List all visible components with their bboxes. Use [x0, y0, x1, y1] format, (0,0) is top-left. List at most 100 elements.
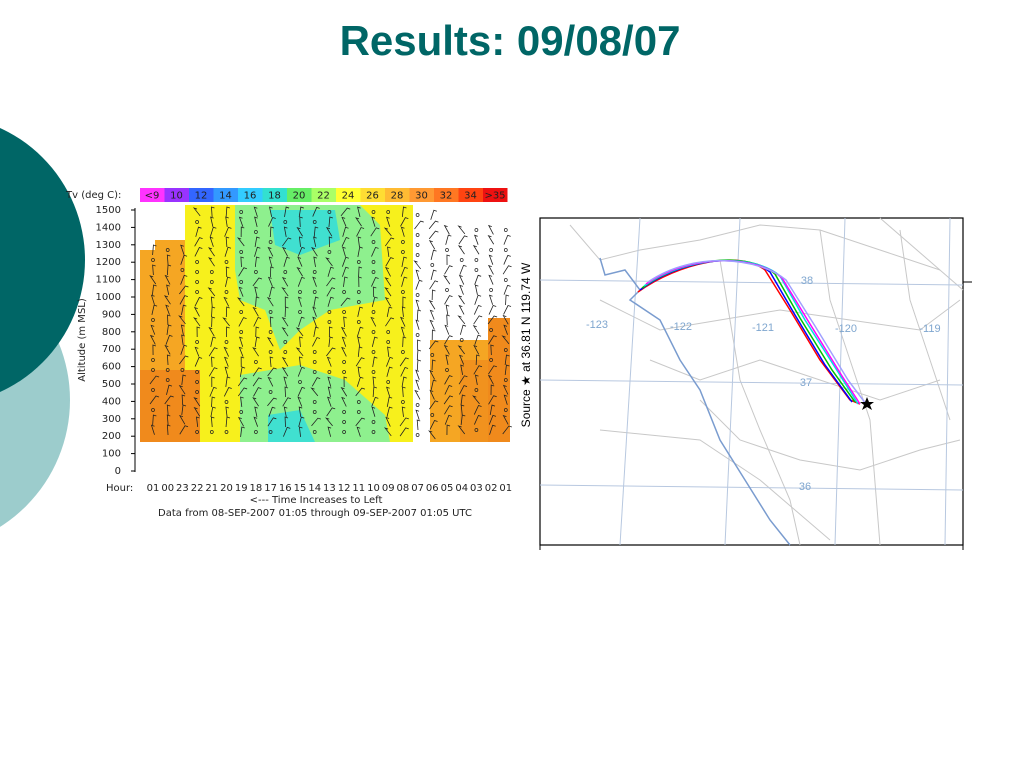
wind-barb: [211, 356, 215, 368]
wind-calm: [356, 260, 361, 264]
wind-barb: [443, 395, 453, 405]
wind-barb: [297, 396, 303, 407]
hour-tick-label: 23: [176, 483, 189, 494]
wind-barb: [252, 397, 259, 407]
wind-barb: [371, 216, 376, 227]
y-tick-label: 600: [102, 362, 121, 373]
wind-barb: [502, 425, 512, 435]
legend-swatch: [140, 188, 165, 202]
wind-barb: [490, 344, 494, 356]
wind-barb: [386, 366, 393, 377]
wind-barb: [326, 287, 336, 297]
wind-barb: [252, 377, 262, 387]
wind-calm: [371, 260, 376, 264]
wind-calm: [342, 310, 346, 314]
wind-barb: [237, 297, 245, 307]
wind-barb: [444, 384, 453, 395]
wind-barb: [223, 387, 232, 397]
hour-tick-label: 13: [323, 483, 336, 494]
wind-barb: [372, 286, 377, 298]
wind-barb: [473, 344, 480, 355]
wind-barb: [166, 284, 170, 295]
y-tick-label: 1000: [96, 292, 121, 303]
wind-barb: [237, 377, 248, 387]
y-tick-label: 300: [102, 414, 121, 425]
wind-barb: [267, 367, 277, 377]
hour-tick-label: 14: [308, 483, 321, 494]
wind-barb: [429, 319, 435, 330]
wind-barb: [385, 416, 391, 427]
wind-calm: [474, 268, 479, 272]
wind-calm: [371, 270, 376, 274]
wind-barb: [503, 394, 508, 405]
legend-swatch: [189, 188, 214, 202]
wind-calm: [489, 288, 493, 292]
wind-barb: [267, 397, 277, 407]
hour-tick-label: 07: [411, 483, 424, 494]
wind-calm: [327, 210, 332, 214]
wind-calm: [356, 290, 361, 294]
wind-barb: [254, 286, 258, 297]
wind-barb: [238, 286, 244, 297]
wind-barb: [152, 244, 157, 256]
wind-barb: [180, 344, 188, 355]
wind-barb: [194, 247, 203, 257]
wind-calm: [268, 310, 273, 314]
wind-barb: [460, 364, 464, 375]
wind-calm: [239, 310, 244, 314]
wind-barb: [401, 306, 406, 318]
wind-barb: [298, 406, 303, 418]
wind-barb: [284, 306, 289, 318]
wind-barb: [252, 347, 259, 357]
wind-barb: [225, 406, 230, 418]
legend-label: 18: [268, 191, 281, 202]
wind-calm: [239, 280, 244, 284]
wind-barb: [400, 326, 405, 337]
wind-barb: [326, 407, 336, 417]
legend-swatch: [434, 188, 459, 202]
wind-barb: [443, 275, 451, 285]
wind-barb: [487, 224, 494, 235]
wind-barb: [225, 216, 229, 228]
wind-calm: [224, 290, 229, 294]
hour-tick-label: 04: [455, 483, 468, 494]
wind-barb: [457, 315, 466, 325]
wind-barb: [299, 216, 303, 228]
wind-calm: [445, 288, 449, 292]
legend-label: 24: [342, 191, 355, 202]
wind-barb: [501, 335, 510, 345]
legend-title: Tv (deg C):: [65, 190, 121, 201]
wind-barb: [254, 336, 260, 348]
wind-barb: [400, 266, 408, 277]
wind-calm: [401, 400, 405, 404]
wind-barb: [284, 206, 290, 217]
wind-barb: [180, 254, 188, 265]
hour-tick-label: 15: [294, 483, 307, 494]
hour-tick-label: 05: [441, 483, 454, 494]
wind-barb: [459, 385, 468, 395]
wind-barb: [371, 246, 379, 257]
wind-barb: [324, 417, 333, 427]
wind-barb: [252, 277, 263, 287]
wind-calm: [268, 350, 273, 354]
wind-barb: [237, 237, 245, 247]
wind-barb: [488, 274, 494, 285]
wind-barb: [400, 226, 405, 237]
wind-barb: [166, 254, 171, 266]
wind-barb: [267, 376, 274, 387]
wind-barb: [503, 284, 511, 295]
wind-barb: [178, 385, 186, 395]
wind-barb: [240, 396, 244, 408]
wind-barb: [444, 405, 453, 415]
wind-barb: [370, 227, 380, 237]
legend-label: 10: [170, 191, 183, 202]
wind-barb: [385, 216, 391, 227]
wind-barb: [357, 366, 362, 378]
wind-calm: [268, 240, 273, 244]
hour-tick-label: 09: [382, 483, 395, 494]
wind-barb: [181, 404, 187, 416]
wind-calm: [312, 360, 317, 364]
wind-barb: [385, 257, 394, 267]
map-side-label: Source ★ at 36.81 N 119.74 W: [519, 262, 533, 427]
